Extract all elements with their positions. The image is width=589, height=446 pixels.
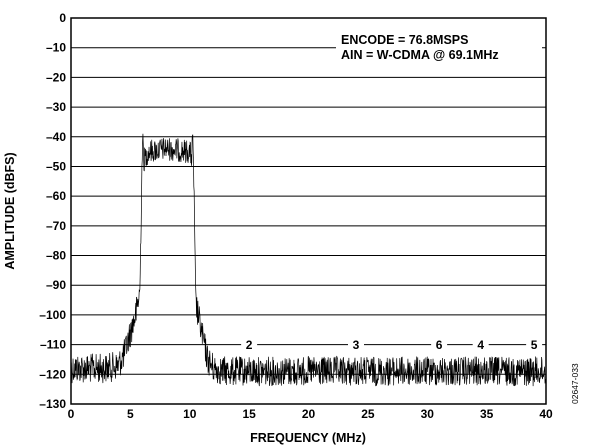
harmonic-marker-label: 6 [436, 338, 443, 352]
y-tick-label: –50 [46, 159, 66, 173]
harmonic-marker-label: 2 [246, 338, 253, 352]
y-tick-label: –100 [39, 308, 66, 322]
y-tick-label: –80 [46, 249, 66, 263]
x-tick-label: 0 [68, 407, 75, 421]
spectrum-line [70, 133, 547, 387]
x-axis-label: FREQUENCY (MHz) [250, 431, 366, 445]
y-tick-label: –70 [46, 219, 66, 233]
x-tick-label: 10 [183, 407, 197, 421]
y-tick-label: 0 [59, 11, 66, 25]
y-axis-ticks: 0 –10 –20 –30 –40 –50 –60 –70 –80 –90 –100 –110 –120… [39, 11, 66, 411]
y-tick-label: –10 [46, 41, 66, 55]
x-tick-label: 20 [302, 407, 316, 421]
harmonic-marker-label: 5 [531, 338, 538, 352]
x-tick-label: 30 [421, 407, 435, 421]
y-tick-label: –20 [46, 70, 66, 84]
x-axis-ticks: 0 5 10 15 20 25 30 35 40 [68, 407, 553, 421]
plot-frame [70, 17, 547, 405]
figure-id: 02647-033 [570, 363, 580, 404]
x-tick-label: 40 [539, 407, 553, 421]
x-tick-label: 25 [361, 407, 375, 421]
y-tick-label: –120 [39, 367, 66, 381]
x-tick-label: 15 [242, 407, 256, 421]
spectrum-trace [70, 133, 547, 387]
y-tick-label: –110 [40, 338, 66, 352]
harmonic-marker-label: 4 [477, 338, 484, 352]
harmonic-marker-bg [241, 337, 258, 352]
y-tick-label: –90 [46, 278, 66, 292]
x-tick-label: 35 [480, 407, 494, 421]
x-tick-label: 5 [127, 407, 134, 421]
gridlines [71, 47, 546, 375]
y-tick-label: –60 [46, 189, 66, 203]
annotation-ain: AIN = W-CDMA @ 69.1MHz [341, 48, 499, 62]
harmonic-marker-bg [431, 337, 448, 352]
harmonic-marker-label: 3 [353, 338, 360, 352]
annotation-encode: ENCODE = 76.8MSPS [341, 33, 468, 47]
harmonic-markers: 2 3 6 4 5 [241, 337, 543, 352]
y-axis-label: AMPLITUDE (dBFS) [3, 152, 17, 269]
harmonic-marker-bg [472, 337, 489, 352]
annotation-background [336, 28, 542, 64]
harmonic-marker-bg [526, 337, 543, 352]
y-tick-label: –30 [46, 100, 66, 114]
harmonic-marker-bg [348, 337, 364, 352]
y-tick-label: –40 [46, 130, 66, 144]
y-tick-label: –130 [39, 397, 66, 411]
